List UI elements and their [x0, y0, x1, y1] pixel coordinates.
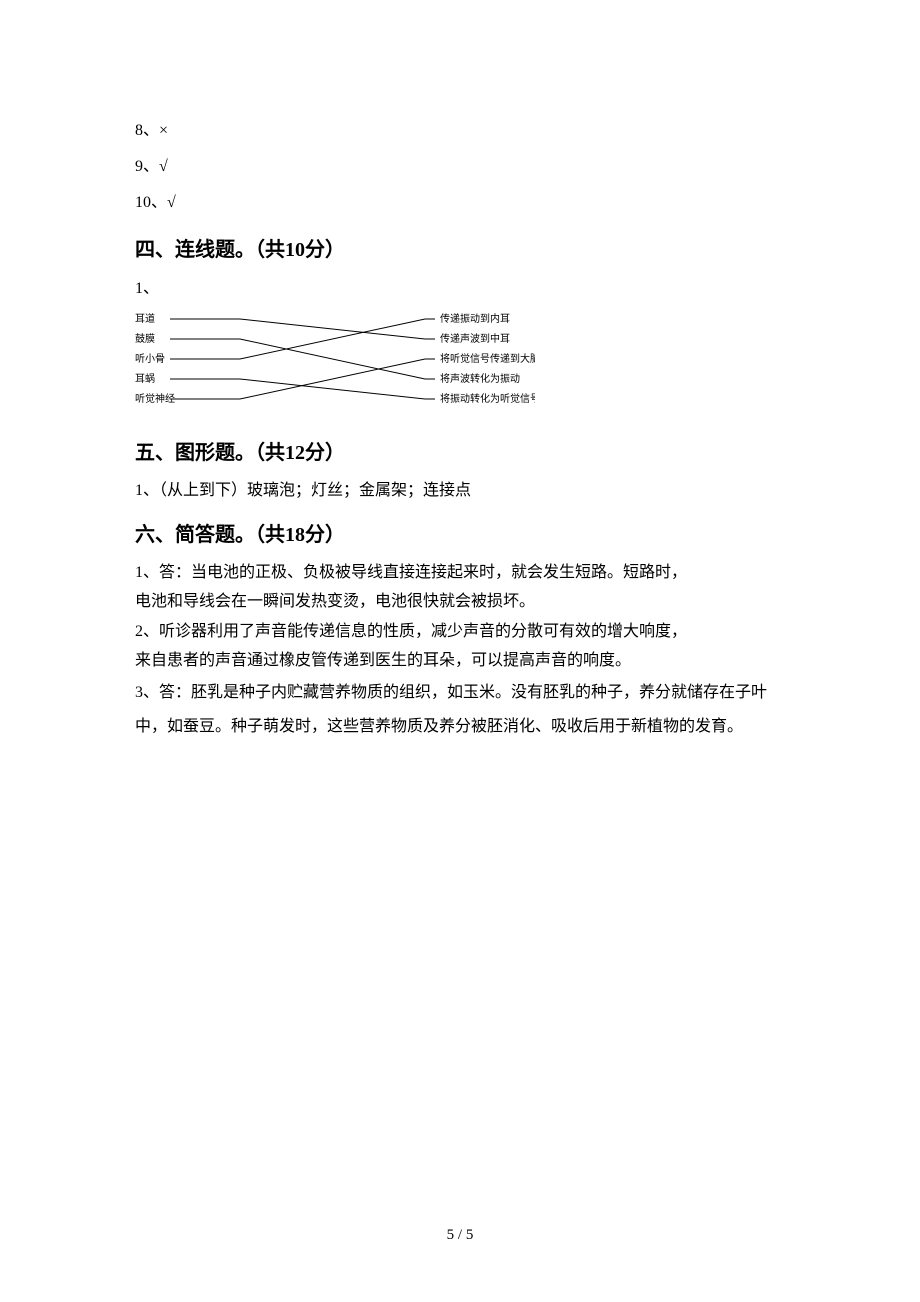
matching-item-number: 1、 — [135, 274, 785, 298]
section-4-heading: 四、连线题。（共10分） — [135, 233, 785, 262]
tf-answer-10: 10、√ — [135, 187, 785, 219]
tf-num: 8 — [135, 122, 143, 139]
match-connection — [240, 359, 425, 399]
tf-mark: √ — [159, 158, 168, 175]
match-right-label: 传递振动到内耳 — [440, 312, 510, 325]
tf-answer-8: 8、× — [135, 115, 785, 147]
match-left-label: 听小骨 — [135, 353, 165, 365]
section-5-heading: 五、图形题。（共12分） — [135, 436, 785, 465]
match-left-label: 耳蜗 — [135, 373, 155, 385]
section-6-a2-line1: 2、听诊器利用了声音能传递信息的性质，减少声音的分散可有效的增大响度， — [135, 618, 785, 645]
matching-question: 1、 耳道鼓膜听小骨耳蜗听觉神经 传递振动到内耳传递声波到中耳将听觉信号传递到大脑… — [135, 274, 785, 418]
section-6-a1-line1: 1、答：当电池的正极、负极被导线直接连接起来时，就会发生短路。短路时， — [135, 559, 785, 586]
section-5-answer: 1、（从上到下）玻璃泡；灯丝；金属架；连接点 — [135, 477, 785, 504]
tf-num: 9 — [135, 158, 143, 175]
match-left-label: 听觉神经 — [135, 392, 175, 405]
match-right-label: 将声波转化为振动 — [440, 372, 520, 385]
section-6-a2-line2: 来自患者的声音通过橡皮管传递到医生的耳朵，可以提高声音的响度。 — [135, 647, 785, 674]
match-right-label: 将振动转化为听觉信号 — [440, 392, 535, 405]
match-left-label: 耳道 — [135, 312, 155, 325]
match-right-label: 将听觉信号传递到大脑 — [440, 352, 535, 365]
tf-mark: × — [159, 122, 168, 139]
tf-mark: √ — [167, 194, 176, 211]
tf-num: 10 — [135, 194, 151, 211]
match-right-label: 传递声波到中耳 — [440, 332, 510, 345]
match-left-label: 鼓膜 — [135, 332, 155, 345]
match-connection — [240, 339, 425, 379]
section-6-a1-line2: 电池和导线会在一瞬间发热变烫，电池很快就会被损坏。 — [135, 588, 785, 615]
matching-diagram: 耳道鼓膜听小骨耳蜗听觉神经 传递振动到内耳传递声波到中耳将听觉信号传递到大脑将声波… — [135, 308, 535, 418]
match-connection — [240, 319, 425, 339]
page-number: 5 / 5 — [0, 1227, 920, 1244]
match-connection — [240, 379, 425, 399]
section-6-a3: 3、答：胚乳是种子内贮藏营养物质的组织，如玉米。没有胚乳的种子，养分就储存在子叶… — [135, 676, 785, 745]
match-connection — [240, 319, 425, 359]
section-6-heading: 六、简答题。（共18分） — [135, 518, 785, 547]
tf-answer-9: 9、√ — [135, 151, 785, 183]
